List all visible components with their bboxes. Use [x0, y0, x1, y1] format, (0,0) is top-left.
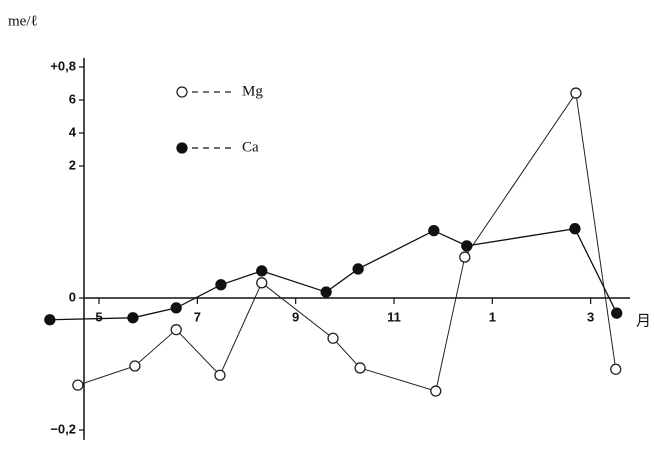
data-point	[127, 312, 139, 324]
x-tick-label: 7	[194, 309, 201, 324]
data-point	[354, 362, 366, 374]
x-axis-unit: 月	[636, 313, 651, 329]
data-point	[320, 286, 332, 298]
legend-label: Ca	[242, 139, 259, 155]
y-tick-label: 6	[69, 91, 76, 106]
data-point	[256, 265, 268, 277]
y-tick-label: 0	[69, 289, 76, 304]
data-point	[215, 279, 227, 291]
data-point	[72, 379, 84, 391]
data-point	[214, 369, 226, 381]
y-tick-label: 2	[69, 157, 76, 172]
legend-marker	[176, 142, 188, 154]
data-point	[461, 240, 473, 252]
x-tick-label: 11	[387, 309, 401, 324]
y-axis-label: me/ℓ	[8, 13, 38, 29]
y-tick-label: −0,2	[50, 421, 76, 436]
data-point	[611, 307, 623, 319]
x-tick-label: 5	[95, 309, 102, 324]
x-tick-label: 3	[587, 309, 594, 324]
data-point	[570, 87, 582, 99]
data-point	[129, 360, 141, 372]
data-point	[44, 314, 56, 326]
data-point	[170, 302, 182, 314]
y-tick-label: +0,8	[50, 58, 76, 73]
legend-marker	[176, 86, 188, 98]
x-tick-label: 1	[489, 309, 496, 324]
series-line	[49, 227, 618, 321]
data-point	[352, 263, 364, 275]
y-tick-label: 4	[69, 124, 77, 139]
data-point	[610, 363, 622, 375]
data-point	[459, 251, 471, 263]
data-point	[170, 324, 182, 336]
series-line	[77, 91, 617, 392]
data-point	[430, 385, 442, 397]
data-point	[256, 277, 268, 289]
data-point	[327, 332, 339, 344]
data-point	[428, 225, 440, 237]
legend-label: Mg	[242, 83, 263, 99]
x-tick-label: 9	[292, 309, 299, 324]
data-point	[569, 223, 581, 235]
